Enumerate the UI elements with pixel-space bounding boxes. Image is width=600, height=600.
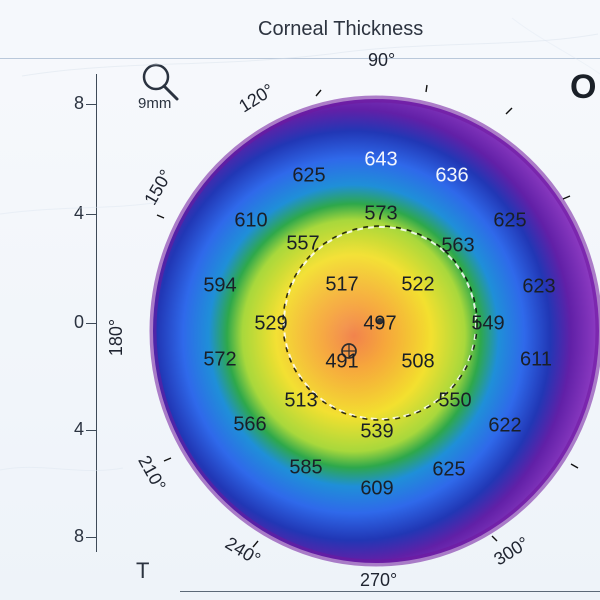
thickness-value: 611: [520, 348, 552, 371]
thickness-value: 622: [488, 414, 522, 437]
map-boundary: [149, 95, 600, 567]
thickness-value: 625: [432, 458, 466, 481]
temporal-label: T: [136, 558, 150, 583]
thickness-value: 550: [438, 389, 472, 412]
thickness-value: 609: [360, 477, 394, 500]
magnifier-icon[interactable]: [134, 60, 198, 116]
thickness-value: 529: [254, 312, 288, 335]
rim-tick: [570, 463, 579, 469]
thickness-value: 573: [364, 202, 398, 225]
rim-tick: [252, 540, 259, 548]
header-bar: Corneal Thickness: [0, 0, 600, 59]
thickness-value: 517: [325, 273, 359, 296]
bottom-divider: [180, 591, 600, 592]
y-axis-line: [96, 74, 97, 552]
thickness-value: 643: [364, 148, 398, 171]
thickness-value: 594: [203, 274, 237, 297]
thickness-map-svg: [149, 84, 600, 567]
angle-label-90: 90°: [368, 50, 396, 70]
angle-label-180: 180°: [106, 318, 127, 357]
y-tick: [86, 537, 96, 538]
thickness-value: 513: [284, 389, 318, 412]
y-tick: [86, 214, 96, 215]
angle-label-270: 270°: [360, 570, 398, 590]
thickness-value: 563: [441, 234, 475, 257]
thickness-value: 539: [360, 420, 394, 443]
y-tick: [86, 104, 96, 105]
thickness-value: 625: [493, 209, 527, 232]
rim-tick: [163, 457, 172, 462]
inner-dashed-ring: [283, 226, 477, 420]
thickness-map: [140, 78, 600, 570]
y-tick: [86, 430, 96, 431]
apex-point: [377, 318, 383, 324]
thickness-value: 623: [522, 275, 556, 298]
zoom-label: 9mm: [138, 95, 172, 112]
y-tick: [86, 323, 96, 324]
thickness-value: 572: [203, 348, 237, 371]
rim-tick: [505, 107, 513, 115]
eye-letter: O: [570, 68, 597, 106]
outer-dashed-ring: [282, 225, 478, 421]
rim-tick: [562, 195, 571, 200]
thickness-value: 610: [234, 209, 268, 232]
thickness-value: 522: [401, 273, 435, 296]
thickness-value: 566: [233, 413, 267, 436]
thickness-value: 491: [325, 350, 359, 373]
page-title: Corneal Thickness: [258, 18, 424, 40]
zoom-control[interactable]: [134, 60, 198, 116]
thickness-value: 549: [471, 312, 505, 335]
rim-tick: [156, 214, 165, 219]
y-label: 0: [73, 312, 84, 332]
y-label: 4: [73, 203, 84, 223]
thickness-value: 508: [401, 350, 435, 373]
rim-tick: [425, 84, 428, 93]
thickness-value: 625: [292, 164, 326, 187]
thickness-value: 636: [435, 164, 469, 187]
thickness-value: 557: [286, 232, 320, 255]
rim-tick: [491, 535, 498, 542]
y-label: 8: [73, 526, 84, 546]
rim-tick: [315, 89, 322, 97]
y-label: 4: [73, 419, 84, 439]
thickness-value: 585: [289, 456, 323, 479]
y-label: 8: [73, 93, 84, 113]
thickness-value: 497: [363, 312, 397, 335]
